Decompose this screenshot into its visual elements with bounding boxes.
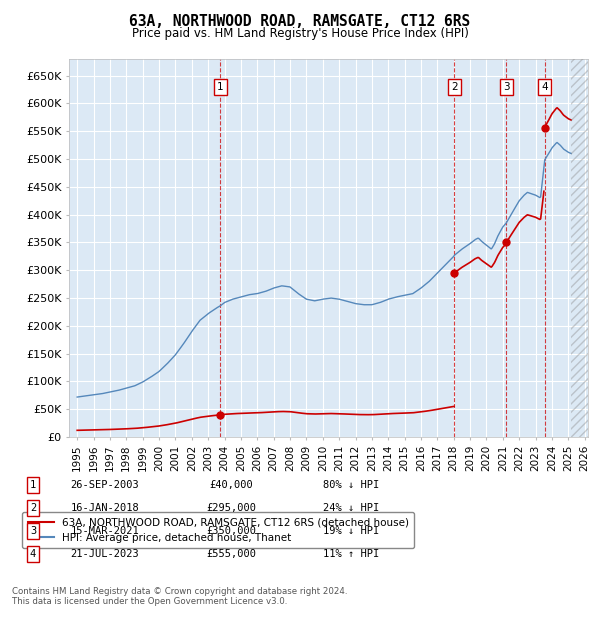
Text: 4: 4 [30,549,36,559]
Text: 1: 1 [30,480,36,490]
Text: Price paid vs. HM Land Registry's House Price Index (HPI): Price paid vs. HM Land Registry's House … [131,27,469,40]
Legend: 63A, NORTHWOOD ROAD, RAMSGATE, CT12 6RS (detached house), HPI: Average price, de: 63A, NORTHWOOD ROAD, RAMSGATE, CT12 6RS … [22,512,414,548]
Text: £295,000: £295,000 [206,503,256,513]
Bar [571,59,588,437]
Text: 15-MAR-2021: 15-MAR-2021 [71,526,139,536]
Text: 2: 2 [30,503,36,513]
Text: £40,000: £40,000 [209,480,253,490]
Text: 19% ↓ HPI: 19% ↓ HPI [323,526,379,536]
Text: 24% ↓ HPI: 24% ↓ HPI [323,503,379,513]
Text: 1: 1 [217,82,224,92]
Text: 11% ↑ HPI: 11% ↑ HPI [323,549,379,559]
Text: 80% ↓ HPI: 80% ↓ HPI [323,480,379,490]
Text: 63A, NORTHWOOD ROAD, RAMSGATE, CT12 6RS: 63A, NORTHWOOD ROAD, RAMSGATE, CT12 6RS [130,14,470,29]
Text: 16-JAN-2018: 16-JAN-2018 [71,503,139,513]
Text: This data is licensed under the Open Government Licence v3.0.: This data is licensed under the Open Gov… [12,597,287,606]
Text: £350,000: £350,000 [206,526,256,536]
Text: £555,000: £555,000 [206,549,256,559]
Text: 3: 3 [503,82,509,92]
Text: 4: 4 [541,82,548,92]
Text: 21-JUL-2023: 21-JUL-2023 [71,549,139,559]
Text: Contains HM Land Registry data © Crown copyright and database right 2024.: Contains HM Land Registry data © Crown c… [12,587,347,596]
Text: 26-SEP-2003: 26-SEP-2003 [71,480,139,490]
Text: 3: 3 [30,526,36,536]
Text: 2: 2 [451,82,458,92]
